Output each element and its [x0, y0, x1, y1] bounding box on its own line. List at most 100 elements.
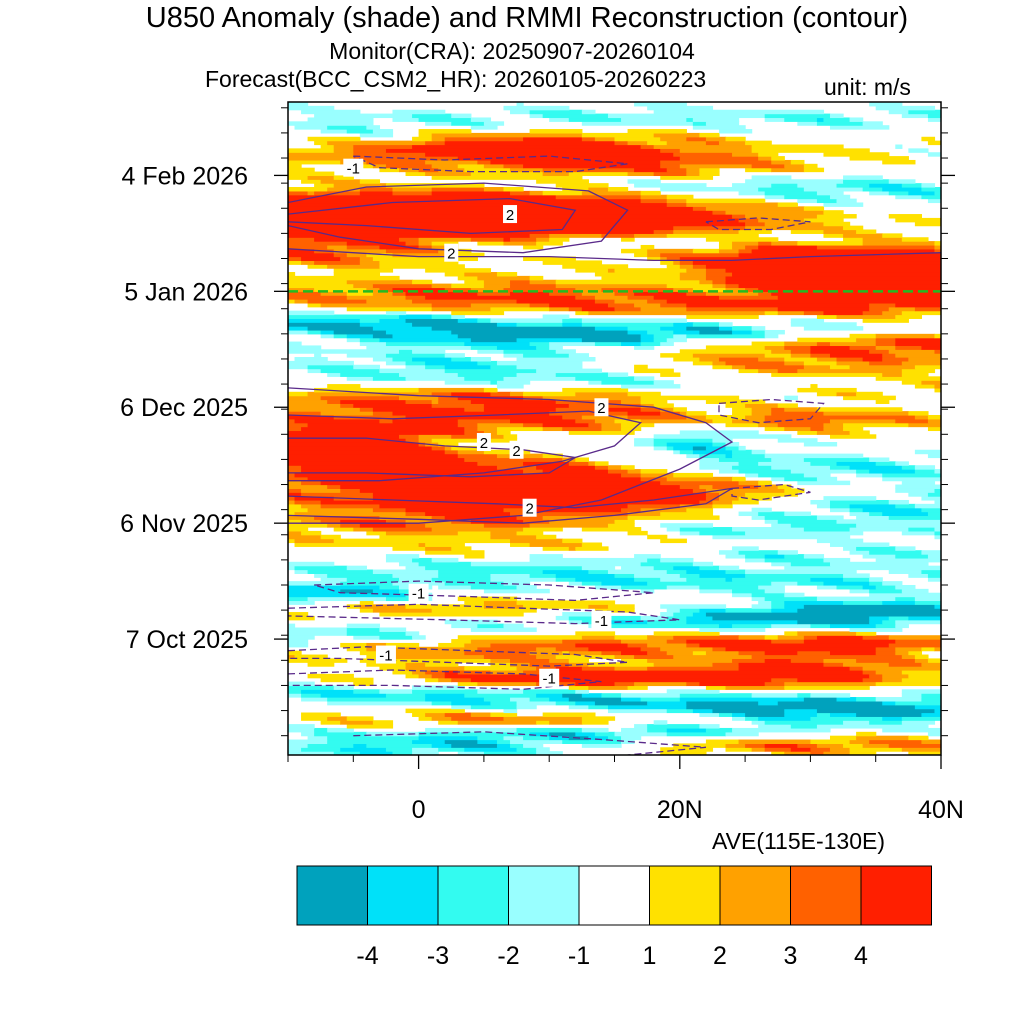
shading-cell [431, 527, 524, 532]
shading-cell [758, 357, 785, 362]
shading-cell [288, 194, 557, 200]
shading-cell [607, 302, 635, 308]
shading-cell [732, 727, 831, 733]
shading-cell [843, 600, 883, 605]
shading-cell [771, 291, 941, 296]
shading-cell [379, 337, 472, 343]
shading-cell [692, 248, 720, 254]
shading-cell [673, 329, 700, 335]
shading-cell [575, 268, 609, 273]
shading-cell [634, 654, 674, 659]
shading-cell [725, 287, 746, 292]
shading-cell [718, 248, 740, 254]
shading-cell [843, 237, 864, 242]
shading-cell [640, 646, 661, 652]
shading-cell [751, 592, 785, 598]
shading-cell [705, 237, 779, 242]
shading-cell [503, 376, 576, 381]
shading-cell [314, 573, 328, 578]
shading-cell [790, 724, 818, 729]
shading-cell [412, 689, 478, 694]
shading-cell [340, 642, 367, 648]
shading-cell [581, 322, 674, 327]
shading-cell [640, 615, 668, 621]
shading-cell [379, 503, 629, 509]
shading-cell [784, 407, 818, 412]
shading-cell [673, 654, 753, 659]
shading-cell [288, 426, 302, 432]
shading-cell [621, 639, 668, 644]
shading-cell [288, 658, 348, 663]
shading-cell [496, 345, 537, 350]
shading-cell [405, 291, 478, 296]
shading-cell [621, 727, 648, 733]
shading-cell [327, 372, 341, 377]
shading-cell [607, 615, 642, 621]
shading-cell [647, 700, 687, 706]
shading-cell [288, 279, 348, 285]
shading-cell [288, 565, 296, 571]
shading-cell [372, 720, 394, 725]
shading-cell [745, 573, 844, 578]
shading-cell [490, 306, 550, 312]
shading-cell [836, 519, 941, 524]
shading-cell [856, 229, 877, 234]
shading-cell [758, 511, 785, 517]
shading-cell [307, 735, 328, 741]
shading-cell [875, 584, 896, 590]
shading-cell [412, 669, 426, 675]
shading-cell [640, 588, 655, 594]
shading-cell [784, 751, 811, 755]
shading-cell [882, 581, 903, 586]
shading-cell [320, 411, 374, 416]
shading-cell [568, 546, 576, 551]
shading-cell [829, 735, 857, 741]
shading-cell [470, 125, 498, 130]
shading-cell [562, 650, 570, 656]
shading-cell [405, 673, 420, 679]
shading-cell [431, 700, 452, 706]
shading-cell [856, 735, 909, 741]
shading-cell [901, 380, 923, 385]
shading-cell [327, 399, 341, 404]
shading-cell [666, 202, 687, 207]
shading-cell [888, 179, 916, 184]
shading-cell [581, 716, 616, 721]
shading-cell [673, 743, 727, 748]
shading-cell [470, 357, 492, 362]
shading-cell [301, 256, 341, 262]
shading-cell [444, 449, 459, 455]
shading-cell [908, 615, 941, 621]
shading-cell [908, 411, 929, 416]
shading-cell [712, 283, 727, 289]
shading-cell [764, 310, 779, 316]
shading-cell [288, 202, 668, 207]
shading-cell [653, 171, 687, 177]
contour-label-box [591, 610, 612, 629]
shading-cell [451, 700, 492, 706]
shading-cell [882, 677, 903, 683]
shading-cell [405, 438, 420, 443]
shading-cell [483, 187, 505, 192]
shading-cell [823, 411, 909, 416]
shading-cell [516, 584, 537, 590]
shading-cell [869, 306, 890, 312]
shading-cell [346, 291, 374, 296]
shading-cell [692, 561, 714, 567]
shading-cell [575, 631, 616, 636]
shading-cell [895, 650, 909, 656]
shading-cell [732, 214, 746, 219]
shading-cell [829, 650, 877, 656]
shading-cell [627, 326, 661, 331]
shading-cell [542, 314, 570, 319]
shading-cell [457, 372, 518, 377]
shading-cell [340, 488, 361, 493]
colorbar-swatch [649, 865, 721, 926]
shading-cell [333, 144, 354, 149]
shading-cell [601, 426, 622, 432]
shading-cell [594, 465, 609, 470]
shading-cell [829, 341, 877, 347]
shading-cell [288, 256, 302, 262]
y-tick-label: 5 Jan 2026 [124, 278, 248, 306]
shading-cell [444, 515, 518, 520]
